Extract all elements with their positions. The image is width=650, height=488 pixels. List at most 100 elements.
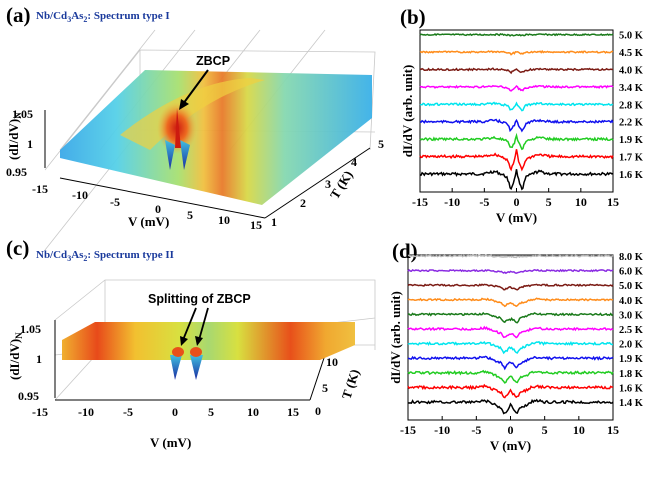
series-label-45K: 4.5 K: [619, 48, 644, 59]
panel-d-plot: -15 -10 -5 0 5 10 15 V (mV) dI/dV (arb. unit) 1.4…: [388, 252, 644, 453]
series-label-16K: 1.6 K: [619, 170, 644, 181]
panel-b: (b) -15 -10 -5 0 5 10 15 V (mV) dI/dV (arb. unit…: [400, 5, 644, 225]
d-ylabel: dI/dV (arb. unit): [388, 291, 403, 384]
series-line-17K: [419, 149, 614, 172]
panel-a-ylabel: T (K): [327, 168, 356, 202]
panel-c-dip-left: [170, 355, 182, 380]
a-ytick: 5: [378, 137, 384, 151]
panel-a-xlabel: V (mV): [128, 214, 169, 229]
b-ylabel: dI/dV (arb. unit): [400, 65, 415, 158]
split-peak-left: [172, 347, 184, 357]
series-line-19K: [419, 132, 614, 151]
series-line-34K: [419, 84, 614, 92]
series-line-16K: [420, 169, 614, 191]
series-label-50K: 5.0 K: [619, 281, 644, 292]
series-label-60K: 6.0 K: [619, 267, 644, 278]
panel-c-title: Nb/Cd3As2: Spectrum type II: [36, 249, 174, 263]
series-label-19K: 1.9 K: [619, 135, 644, 146]
b-xtick-label: -5: [479, 195, 489, 209]
split-arrowhead-right: [195, 336, 203, 346]
series-label-22K: 2.2 K: [619, 118, 644, 129]
series-label-40K: 4.0 K: [619, 296, 644, 307]
series-line-14K: [407, 398, 614, 415]
panel-d: (d) -15 -10 -5 0 5 10 15 V (mV) dI/dV (arb. unit…: [388, 239, 644, 453]
zbcp-arrowhead: [179, 99, 189, 110]
panel-c: (c) Nb/Cd3As2: Spectrum type II Splittin…: [6, 236, 376, 450]
a-xtick: -5: [110, 195, 120, 209]
a-xtick: 10: [218, 213, 230, 227]
series-line-16K: [407, 383, 614, 399]
d-xtick-label: -5: [471, 423, 481, 437]
series-label-50K: 5.0 K: [619, 31, 644, 42]
panel-a-zlabel: (dI/dV)N: [6, 112, 23, 160]
split-peak-right: [190, 347, 202, 357]
a-ytick: 3: [325, 177, 331, 191]
series-line-28K: [419, 101, 614, 112]
c-xtick: 5: [208, 405, 214, 419]
series-line-20K: [407, 340, 613, 355]
panel-c-label: (c): [6, 236, 29, 260]
series-line-18K: [407, 369, 614, 384]
panel-a-label: (a): [6, 3, 31, 27]
series-label-28K: 2.8 K: [619, 100, 644, 111]
series-label-16K: 1.6 K: [619, 383, 644, 394]
a-xtick: -15: [32, 182, 48, 196]
series-line-60K: [407, 268, 614, 275]
a-ytick: 4: [351, 155, 357, 169]
panel-a-peak-spike: [175, 108, 181, 148]
series-line-40K: [407, 297, 614, 308]
b-xtick-label: -15: [412, 195, 428, 209]
c-ytick: 10: [326, 355, 338, 369]
series-label-34K: 3.4 K: [619, 83, 644, 94]
d-xtick-label: 15: [607, 423, 619, 437]
split-arrow-left: [182, 307, 197, 341]
series-line-50K: [407, 283, 614, 291]
panel-c-surface: [62, 322, 355, 360]
a-xtick: -10: [72, 188, 88, 202]
series-label-25K: 2.5 K: [619, 325, 644, 336]
a-ytick: 1: [271, 215, 277, 229]
a-zlabel-1-05: 1.05: [12, 107, 33, 121]
c-ztick: 1: [36, 352, 42, 366]
panel-d-frame: [407, 254, 614, 421]
panel-b-frame: [419, 29, 614, 193]
zbcp-arrow: [182, 69, 209, 105]
panel-d-label: (d): [392, 239, 418, 263]
b-xlabel: V (mV): [496, 210, 537, 225]
panel-c-ylabel: T (K): [339, 367, 363, 401]
a-xtick: 0: [155, 202, 161, 216]
c-ytick: 0: [315, 404, 321, 418]
c-ytick: 5: [322, 381, 328, 395]
a-ytick: 2: [300, 196, 306, 210]
split-arrowhead-left: [180, 336, 188, 346]
panel-c-dip-right: [190, 355, 203, 380]
c-xtick: 0: [172, 405, 178, 419]
b-xtick-label: 5: [546, 195, 552, 209]
splitting-annotation: Splitting of ZBCP: [148, 292, 251, 306]
series-label-30K: 3.0 K: [619, 310, 644, 321]
series-line-25K: [407, 325, 614, 339]
d-xtick-label: 10: [573, 423, 585, 437]
a-xtick: 5: [187, 208, 193, 222]
series-label-40K: 4.0 K: [619, 65, 644, 76]
panel-a-surface: [60, 70, 372, 205]
panel-a-dip-left: [165, 140, 175, 170]
zbcp-annotation: ZBCP: [196, 54, 230, 68]
series-line-40K: [419, 67, 614, 75]
panel-a: (a) Nb/Cd3As2: Spectrum type I ZBCP: [6, 3, 384, 251]
panel-b-label: (b): [400, 5, 426, 29]
series-label-18K: 1.8 K: [619, 369, 644, 380]
c-xtick: 10: [247, 405, 259, 419]
series-label-14K: 1.4 K: [619, 398, 644, 409]
d-xtick-label: -15: [400, 423, 416, 437]
d-xtick-label: -10: [434, 423, 450, 437]
series-line-50K: [419, 32, 614, 37]
a-zlabel-0-95: 0.95: [6, 165, 27, 179]
d-xtick-label: 0: [508, 423, 514, 437]
series-line-45K: [419, 49, 614, 56]
series-label-17K: 1.7 K: [619, 153, 644, 164]
b-xtick-label: 10: [575, 195, 587, 209]
panel-c-zlabel: (dI/dV)N: [7, 332, 24, 380]
series-label-19K: 1.9 K: [619, 354, 644, 365]
d-xlabel: V (mV): [490, 438, 531, 453]
